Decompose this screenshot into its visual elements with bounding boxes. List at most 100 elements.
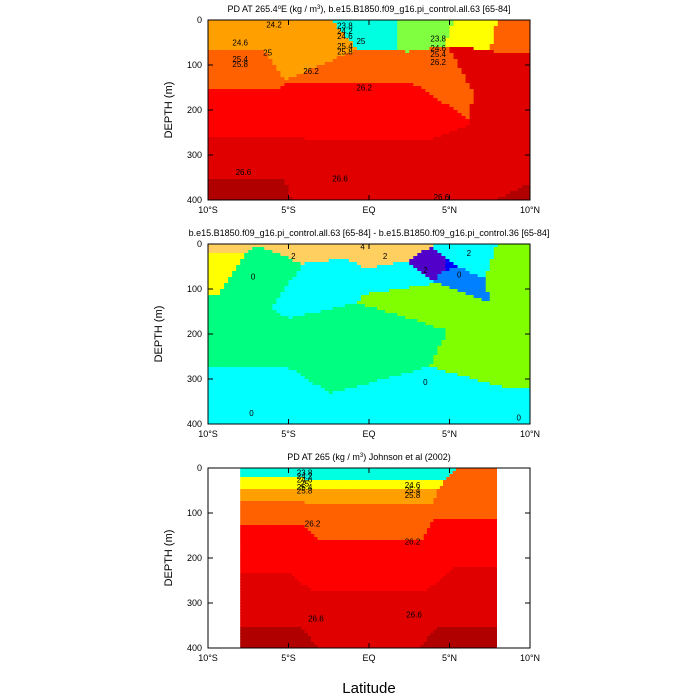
field-cell bbox=[260, 80, 265, 84]
field-cell bbox=[457, 158, 463, 162]
field-cell bbox=[469, 128, 475, 132]
field-cell bbox=[445, 47, 451, 51]
field-cell bbox=[348, 47, 354, 51]
field-cell bbox=[421, 167, 426, 171]
field-cell bbox=[316, 179, 322, 183]
field-cell bbox=[336, 92, 342, 96]
field-cell bbox=[264, 44, 269, 48]
field-cell bbox=[405, 35, 410, 39]
field-cell bbox=[485, 47, 491, 51]
field-cell bbox=[308, 119, 314, 123]
field-cell bbox=[328, 56, 334, 60]
field-cell bbox=[485, 179, 491, 183]
field-cell bbox=[433, 74, 439, 78]
field-cell bbox=[409, 71, 414, 75]
field-cell bbox=[489, 35, 495, 39]
field-cell bbox=[465, 86, 471, 90]
field-cell bbox=[252, 101, 257, 105]
field-cell bbox=[413, 155, 418, 159]
field-cell bbox=[485, 89, 491, 93]
field-cell bbox=[509, 83, 515, 87]
field-cell bbox=[373, 29, 378, 33]
field-cell bbox=[421, 95, 426, 99]
field-cell bbox=[397, 56, 402, 60]
field-cell bbox=[312, 104, 318, 108]
field-cell bbox=[248, 194, 253, 198]
field-cell bbox=[469, 173, 475, 177]
field-cell bbox=[521, 167, 527, 171]
field-cell bbox=[328, 44, 334, 48]
field-cell bbox=[208, 101, 213, 105]
field-cell bbox=[413, 95, 418, 99]
field-cell bbox=[316, 77, 322, 81]
field-cell bbox=[373, 158, 378, 162]
field-cell bbox=[240, 134, 245, 138]
field-cell bbox=[280, 152, 286, 156]
field-cell bbox=[292, 137, 298, 141]
field-cell bbox=[208, 388, 213, 392]
field-cell bbox=[256, 149, 261, 153]
field-cell bbox=[421, 89, 426, 93]
field-cell bbox=[385, 38, 390, 42]
field-cell bbox=[469, 20, 475, 24]
field-cell bbox=[421, 113, 426, 117]
field-cell bbox=[437, 197, 443, 200]
field-cell bbox=[236, 116, 241, 120]
field-cell bbox=[501, 191, 507, 195]
field-cell bbox=[264, 35, 269, 39]
field-cell bbox=[236, 146, 241, 150]
field-cell bbox=[280, 137, 286, 141]
field-cell bbox=[461, 161, 467, 165]
field-cell bbox=[212, 107, 217, 111]
field-cell bbox=[465, 107, 471, 111]
field-cell bbox=[413, 83, 418, 87]
field-cell bbox=[441, 35, 447, 39]
field-cell bbox=[477, 137, 483, 141]
field-cell bbox=[381, 107, 386, 111]
field-cell bbox=[441, 194, 447, 198]
field-cell bbox=[513, 80, 519, 84]
field-cell bbox=[364, 104, 370, 108]
field-cell bbox=[401, 35, 406, 39]
field-cell bbox=[244, 179, 249, 183]
field-cell bbox=[252, 35, 257, 39]
field-cell bbox=[469, 86, 475, 90]
field-cell bbox=[208, 128, 213, 132]
field-cell bbox=[276, 26, 282, 30]
field-cell bbox=[276, 116, 282, 120]
field-cell bbox=[469, 74, 475, 78]
field-cell bbox=[405, 179, 410, 183]
field-cell bbox=[505, 20, 511, 24]
field-cell bbox=[340, 194, 346, 198]
field-cell bbox=[513, 158, 519, 162]
field-cell bbox=[296, 107, 302, 111]
field-cell bbox=[385, 56, 390, 60]
field-cell bbox=[208, 349, 213, 353]
field-cell bbox=[292, 104, 298, 108]
field-cell bbox=[449, 161, 455, 165]
field-cell bbox=[513, 119, 519, 123]
field-cell bbox=[425, 176, 430, 180]
field-cell bbox=[377, 182, 382, 186]
field-cell bbox=[344, 164, 350, 168]
field-cell bbox=[465, 188, 471, 192]
field-cell bbox=[509, 62, 515, 66]
field-cell bbox=[421, 83, 426, 87]
field-cell bbox=[212, 176, 217, 180]
field-cell bbox=[328, 65, 334, 69]
field-cell bbox=[308, 77, 314, 81]
field-cell bbox=[252, 44, 257, 48]
field-cell bbox=[212, 167, 217, 171]
field-cell bbox=[389, 110, 394, 114]
field-cell bbox=[288, 143, 294, 147]
field-cell bbox=[220, 113, 225, 117]
field-cell bbox=[457, 86, 463, 90]
field-cell bbox=[268, 71, 274, 75]
field-cell bbox=[240, 98, 245, 102]
field-cell bbox=[377, 158, 382, 162]
field-cell bbox=[296, 194, 302, 198]
field-cell bbox=[457, 95, 463, 99]
field-cell bbox=[288, 83, 294, 87]
field-cell bbox=[429, 188, 435, 192]
field-cell bbox=[413, 182, 418, 186]
